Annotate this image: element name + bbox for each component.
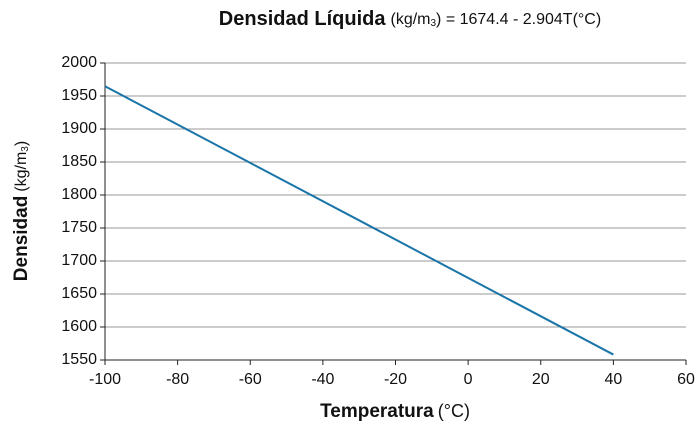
x-label-bold: Temperatura bbox=[320, 401, 434, 422]
y-tick-label: 1900 bbox=[61, 120, 97, 137]
x-tick-label: -100 bbox=[89, 371, 121, 388]
y-tick-label: 1650 bbox=[61, 285, 97, 302]
y-tick-label: 1950 bbox=[61, 87, 97, 104]
y-tick-label: 1600 bbox=[61, 318, 97, 335]
y-axis-label: Densidad (kg/m3) bbox=[11, 141, 32, 281]
title-tail: ) = 1674.4 - 2.904T(°C) bbox=[436, 11, 601, 28]
y-tick-label: 1800 bbox=[61, 186, 97, 203]
x-label-unit: (°C) bbox=[438, 401, 470, 421]
x-tick-label: -60 bbox=[239, 371, 262, 388]
x-tick-label: 20 bbox=[532, 371, 550, 388]
chart-title: Densidad Líquida (kg/m3) = 1674.4 - 2.904… bbox=[219, 8, 601, 30]
y-label-tail: ) bbox=[13, 141, 30, 146]
y-label-unit: (kg/m bbox=[13, 152, 30, 192]
y-tick-label: 1850 bbox=[61, 153, 97, 170]
x-tick-label: 40 bbox=[604, 371, 622, 388]
data-line bbox=[104, 85, 614, 356]
x-tick-label: -40 bbox=[311, 371, 334, 388]
x-tick-label: 60 bbox=[677, 371, 695, 388]
x-tick-label: -20 bbox=[384, 371, 407, 388]
y-tick-label: 1700 bbox=[61, 252, 97, 269]
title-sub: 3 bbox=[430, 18, 436, 29]
x-tick-label: 0 bbox=[464, 371, 473, 388]
y-tick-label: 2000 bbox=[61, 54, 97, 71]
title-bold: Densidad Líquida bbox=[219, 8, 387, 30]
y-label-sub: 3 bbox=[20, 146, 31, 152]
y-tick-label: 1750 bbox=[61, 219, 97, 236]
x-tick-label: -80 bbox=[166, 371, 189, 388]
title-unit: (kg/m bbox=[390, 11, 430, 28]
y-tick-label: 1550 bbox=[61, 351, 97, 368]
x-axis-label: Temperatura (°C) bbox=[320, 401, 470, 422]
y-label-bold: Densidad bbox=[11, 196, 32, 282]
